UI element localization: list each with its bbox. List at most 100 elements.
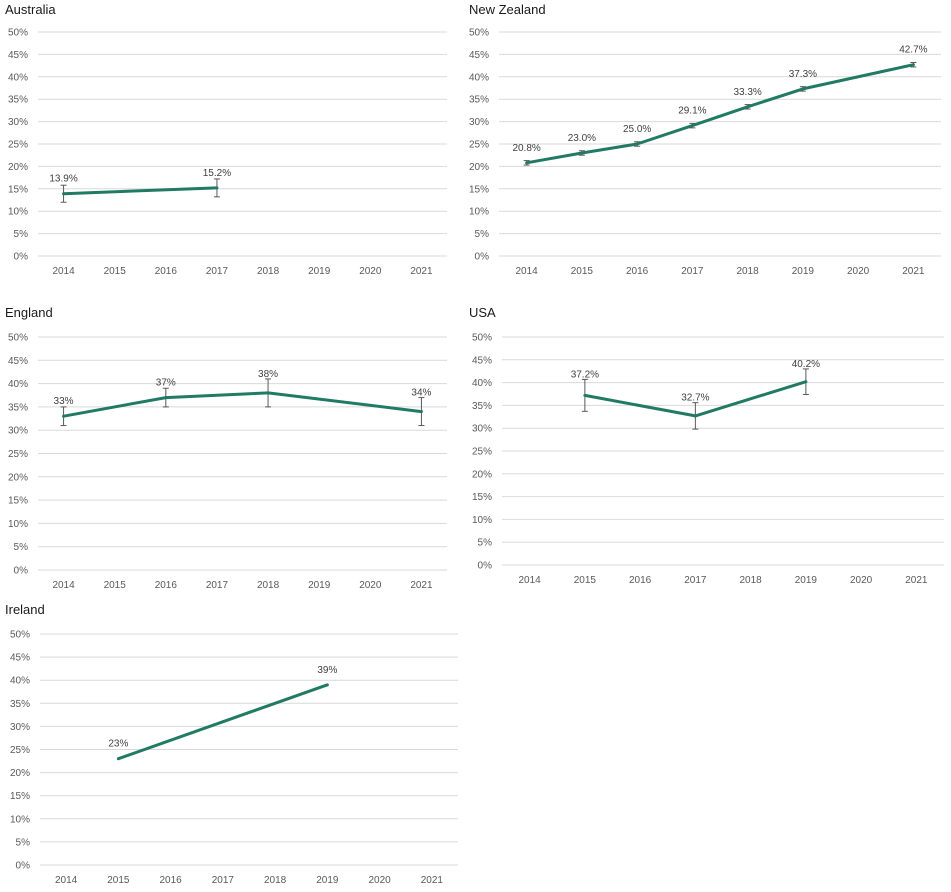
y-tick-label: 45% [10,653,30,664]
data-label: 23.0% [568,133,596,144]
series-line-australia [63,186,217,196]
x-tick-label: 2018 [737,266,760,277]
y-tick-label: 45% [469,50,489,61]
data-point [690,124,694,128]
y-tick-label: 50% [8,28,28,39]
y-tick-label: 25% [8,140,28,151]
data-label: 42.7% [899,45,927,56]
y-tick-label: 25% [472,447,492,458]
y-tick-label: 25% [10,745,30,756]
y-tick-label: 0% [14,252,29,263]
y-tick-label: 5% [16,837,31,848]
x-tick-label: 2020 [369,875,392,886]
y-tick-label: 50% [469,28,489,39]
x-tick-label: 2017 [681,266,704,277]
y-tick-label: 35% [8,402,28,413]
chart-panel-new-zealand: New Zealand 0% 5% 10% 15% 20% 25% 30% 35% 40% 45% 5… [469,2,941,277]
y-tick-label: 25% [8,449,28,460]
y-tick-label: 15% [472,492,492,503]
data-label: 13.9% [49,174,77,185]
x-tick-label: 2015 [574,575,597,586]
y-tick-label: 40% [472,378,492,389]
y-tick-label: 20% [8,162,28,173]
x-tick-label: 2014 [516,266,539,277]
x-tick-label: 2020 [850,575,873,586]
data-label: 20.8% [512,143,540,154]
x-tick-label: 2017 [206,580,229,591]
x-tick-label: 2021 [902,266,925,277]
y-tick-label: 50% [8,333,28,344]
data-point [116,757,120,761]
y-tick-label: 30% [10,722,30,733]
data-point [325,683,329,687]
x-tick-label: 2015 [571,266,594,277]
data-label: 37.2% [571,369,599,380]
x-tick-label: 2019 [316,875,339,886]
y-tick-label: 15% [8,496,28,507]
data-point [583,393,587,397]
data-point [693,414,697,418]
chart-panel-ireland: Ireland 0% 5% 10% 15% 20% 25% 30% 35% 40% 45% 50% 20… [5,602,458,886]
y-tick-label: 5% [478,538,493,549]
data-point [215,186,219,190]
x-tick-label: 2014 [55,875,78,886]
x-tick-label: 2020 [359,580,382,591]
x-tick-label: 2016 [155,266,178,277]
data-point [801,87,805,91]
x-tick-label: 2016 [155,580,178,591]
y-tick-label: 50% [472,333,492,344]
data-point [911,63,915,67]
x-tick-label: 2020 [359,266,382,277]
y-tick-label: 0% [14,566,29,577]
x-tick-label: 2018 [264,875,287,886]
data-label: 25.0% [623,124,651,135]
data-point [266,391,270,395]
y-tick-label: 15% [469,184,489,195]
series-line-new-zealand [526,63,914,165]
data-point [804,380,808,384]
y-tick-label: 20% [10,768,30,779]
y-tick-label: 15% [10,791,30,802]
y-tick-label: 0% [475,252,490,263]
x-tick-label: 2016 [160,875,183,886]
x-tick-label: 2016 [629,575,652,586]
data-label: 15.2% [203,168,231,179]
x-tick-label: 2018 [257,266,280,277]
x-tick-label: 2018 [740,575,763,586]
y-tick-label: 0% [16,861,31,872]
y-tick-label: 0% [478,561,493,572]
y-tick-label: 50% [10,630,30,641]
data-point [62,414,66,418]
x-tick-label: 2019 [795,575,818,586]
data-label: 32.7% [681,393,709,404]
series-line-england [63,391,422,418]
x-tick-label: 2021 [421,875,444,886]
chart-panel-australia: Australia 0% 5% 10% 15% 20% 25% 30% 35% 40% 45% 50%… [5,2,447,277]
y-tick-label: 30% [8,117,28,128]
chart-title-usa: USA [469,305,496,320]
data-label: 38% [258,369,278,380]
x-tick-label: 2017 [206,266,229,277]
y-tick-label: 5% [475,229,490,240]
chart-panel-usa: USA 0% 5% 10% 15% 20% 25% 30% 35% 40% 45% 50% 2014 20… [469,305,944,586]
x-tick-label: 2021 [905,575,928,586]
y-tick-label: 20% [8,472,28,483]
data-point [164,396,168,400]
y-tick-label: 40% [8,72,28,83]
data-label: 29.1% [678,106,706,117]
data-label: 33% [54,396,74,407]
x-tick-label: 2015 [104,580,127,591]
x-tick-label: 2014 [52,580,75,591]
x-tick-label: 2014 [519,575,542,586]
y-tick-label: 10% [8,207,28,218]
x-tick-label: 2021 [410,266,433,277]
series-line-ireland [117,683,328,761]
y-tick-label: 5% [14,542,29,553]
data-point [580,151,584,155]
data-label: 33.3% [733,87,761,98]
y-tick-label: 45% [472,355,492,366]
y-tick-label: 10% [10,814,30,825]
y-tick-label: 5% [14,229,29,240]
chart-title-australia: Australia [5,2,56,17]
